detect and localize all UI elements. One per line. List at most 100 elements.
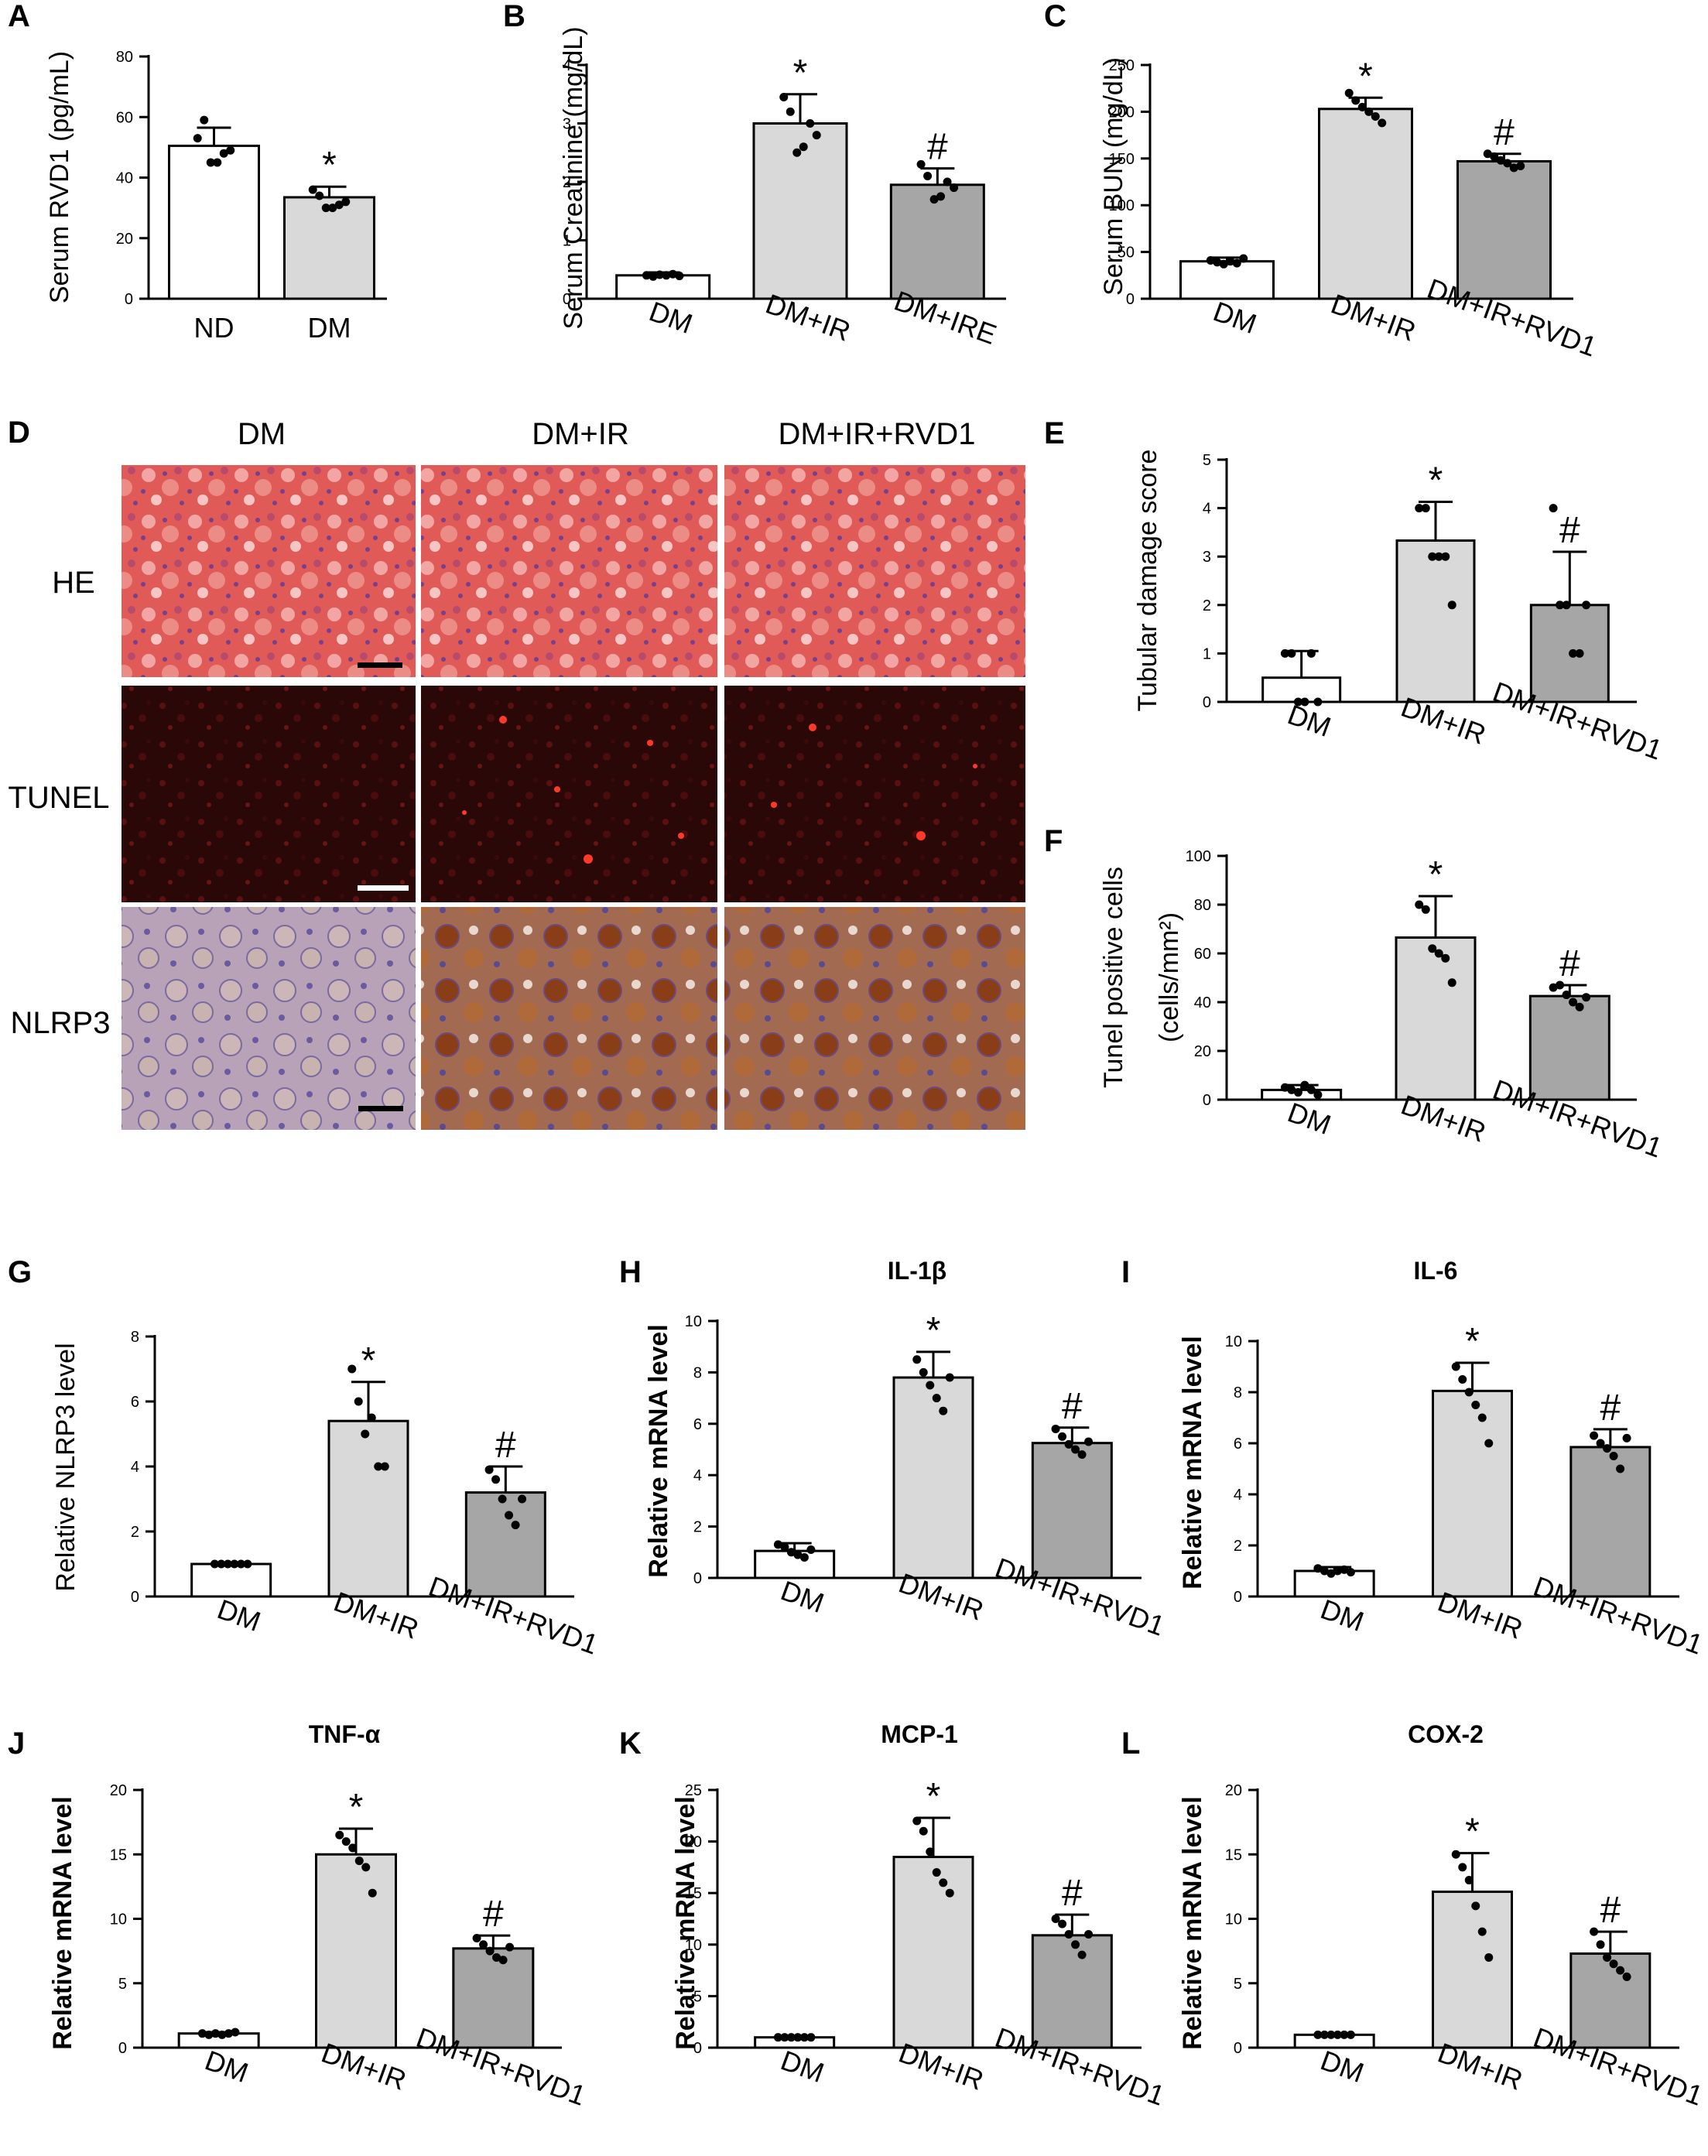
data-point — [374, 1462, 383, 1471]
data-point — [1434, 552, 1443, 561]
data-point — [1071, 1940, 1080, 1949]
chart-title: COX-2 — [1408, 1720, 1484, 1748]
significance-marker: * — [322, 145, 337, 186]
data-point — [1549, 504, 1558, 513]
column-label-dm: DM — [238, 417, 286, 451]
panel-label: A — [8, 0, 30, 33]
data-point — [1287, 649, 1296, 658]
y-tick-label: 0 — [693, 1570, 702, 1587]
data-point — [1064, 1439, 1073, 1449]
data-point — [328, 204, 337, 213]
data-point — [217, 2030, 227, 2039]
data-point — [786, 2033, 796, 2042]
data-point — [1562, 601, 1571, 610]
y-tick-label: 250 — [1109, 57, 1135, 74]
data-point — [773, 2033, 782, 2042]
row-label-he: HE — [52, 566, 95, 600]
row-label-nlrp3: NLRP3 — [11, 1006, 111, 1040]
bar-dm-ir-rvd1 — [1456, 159, 1552, 300]
tunel-image-dm-ir — [421, 686, 717, 902]
data-point — [335, 1830, 344, 1839]
data-point — [923, 171, 933, 180]
data-point — [223, 1559, 232, 1569]
significance-marker: # — [495, 1425, 516, 1466]
y-tick-label: 6 — [693, 1416, 702, 1433]
he-image-dm-ir-rvd1 — [724, 465, 1025, 677]
y-tick-label: 2 — [1234, 1538, 1242, 1555]
y-tick-label: 0 — [1234, 2040, 1242, 2057]
data-point — [1058, 1432, 1067, 1441]
bar-dm — [1261, 676, 1342, 703]
y-tick-label: 4 — [693, 1467, 702, 1484]
significance-marker: * — [349, 1787, 364, 1828]
data-point — [792, 148, 802, 157]
data-point — [1077, 1450, 1087, 1460]
data-point — [1378, 118, 1387, 128]
y-tick-label: 15 — [685, 1885, 702, 1902]
bar-dm-ir — [315, 1853, 397, 2049]
data-point — [1371, 111, 1380, 121]
data-point — [204, 2030, 214, 2039]
data-point — [1344, 88, 1354, 98]
data-point — [1058, 1919, 1067, 1928]
y-tick-label: 0 — [1203, 1092, 1211, 1109]
data-point — [675, 272, 684, 281]
y-tick-label: 50 — [1118, 245, 1135, 262]
data-point — [939, 1878, 948, 1887]
data-point — [1556, 601, 1565, 610]
data-point — [1293, 1088, 1302, 1097]
data-point — [945, 1373, 954, 1382]
data-point — [1313, 697, 1323, 707]
data-point — [224, 2029, 233, 2038]
data-point — [655, 270, 664, 279]
bar-dm-ir — [1395, 539, 1476, 703]
bar-dm — [615, 274, 711, 300]
y-tick-label: 20 — [1194, 1043, 1211, 1060]
data-point — [1596, 1940, 1605, 1949]
y-axis-label: Serum Creatinine (mg/dL) — [559, 26, 588, 329]
data-point — [1346, 2030, 1355, 2039]
scale-bar — [358, 662, 402, 668]
data-point — [1306, 1085, 1316, 1094]
panel-label: E — [1044, 416, 1065, 450]
data-point — [950, 183, 959, 193]
y-tick-label: 1 — [563, 233, 571, 250]
y-tick-label: 15 — [110, 1846, 127, 1863]
y-tick-label: 20 — [685, 1834, 702, 1851]
bar-dm-ir-rvd1 — [1031, 1934, 1113, 2049]
data-point — [793, 2033, 803, 2042]
data-point — [485, 1946, 495, 1956]
significance-marker: * — [1465, 1321, 1480, 1362]
data-point — [380, 1462, 389, 1471]
data-point — [1477, 1413, 1487, 1422]
data-point — [812, 131, 821, 140]
data-point — [1357, 102, 1367, 111]
data-point — [341, 1837, 351, 1846]
data-point — [806, 119, 815, 128]
row-label-tunel: TUNEL — [8, 781, 109, 815]
y-axis-label-unit: (cells/mm²) — [1155, 912, 1184, 1042]
data-point — [1496, 156, 1505, 165]
bar-dm-ir — [892, 1856, 974, 2049]
data-point — [799, 142, 808, 152]
chart-title: IL-1β — [888, 1257, 946, 1285]
significance-marker: # — [1559, 510, 1580, 551]
y-tick-label: 0 — [693, 2040, 702, 2057]
data-point — [1609, 1959, 1618, 1969]
bar-dm-ir-rvd1 — [464, 1491, 546, 1598]
y-tick-label: 5 — [118, 1976, 127, 1993]
data-point — [1346, 1568, 1355, 1577]
y-axis-label: Relative NLRP3 level — [51, 1343, 80, 1591]
y-axis-label: Relative mRNA level — [644, 1324, 673, 1578]
data-point — [919, 1826, 928, 1836]
data-point — [219, 149, 228, 158]
panel-label: F — [1044, 824, 1063, 858]
data-point — [1582, 993, 1591, 1002]
data-point — [1616, 1464, 1625, 1473]
data-point — [1464, 1876, 1474, 1885]
panel-label: G — [8, 1255, 32, 1289]
data-point — [1447, 601, 1456, 610]
data-point — [1428, 944, 1437, 953]
data-point — [1483, 149, 1492, 159]
